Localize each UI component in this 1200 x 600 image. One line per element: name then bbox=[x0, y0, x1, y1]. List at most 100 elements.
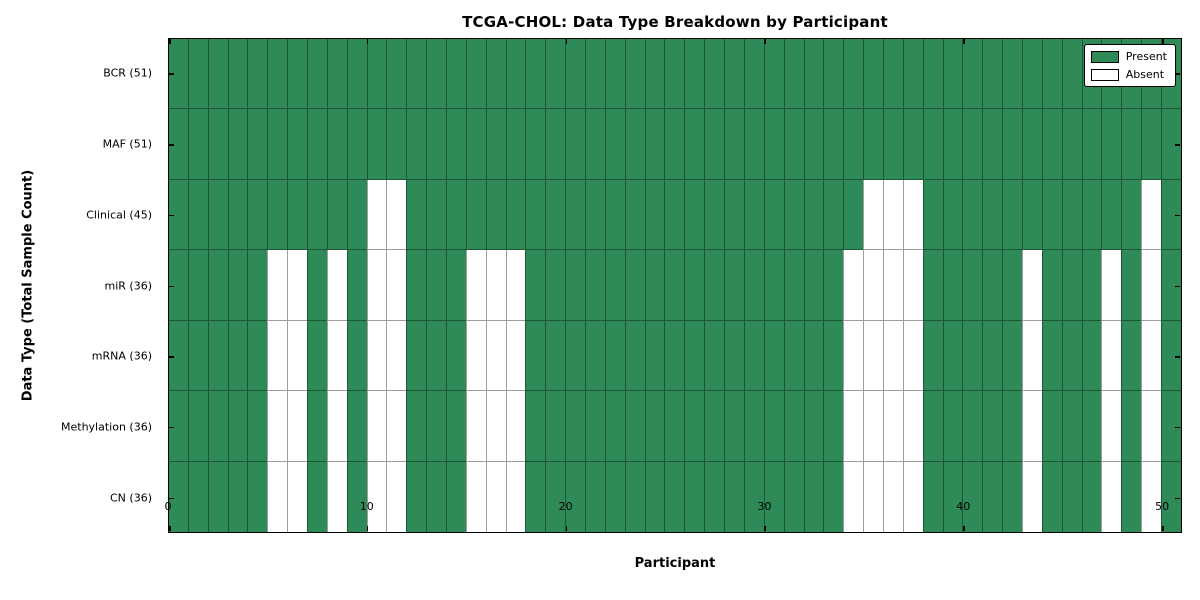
heatmap-cell-present bbox=[763, 179, 784, 251]
heatmap-cell-present bbox=[169, 250, 188, 321]
heatmap-cell-present bbox=[585, 179, 605, 251]
heatmap-cell-present bbox=[227, 39, 248, 110]
heatmap-cell-absent bbox=[465, 461, 486, 532]
heatmap-cell-present bbox=[624, 320, 645, 392]
heatmap-cell-present bbox=[684, 109, 705, 180]
heatmap-cell-present bbox=[942, 109, 963, 180]
heatmap-cell-present bbox=[664, 109, 685, 180]
heatmap-cell-present bbox=[1021, 179, 1042, 251]
axis-tick-mark bbox=[565, 526, 568, 531]
heatmap-cell-present bbox=[962, 179, 983, 251]
heatmap-cell-present bbox=[783, 320, 804, 392]
heatmap-cell-present bbox=[1041, 179, 1062, 251]
heatmap-grid bbox=[169, 39, 1181, 532]
heatmap-cell-present bbox=[1061, 391, 1082, 462]
heatmap-cell-present bbox=[803, 461, 824, 532]
axis-tick-mark bbox=[764, 39, 766, 44]
heatmap-cell-present bbox=[942, 320, 963, 392]
heatmap-cell-present bbox=[783, 39, 804, 110]
y-axis-label: Data Type (Total Sample Count) bbox=[20, 169, 36, 402]
x-tick-label: 50 bbox=[1155, 500, 1170, 513]
heatmap-cell-present bbox=[207, 179, 228, 251]
heatmap-cell-present bbox=[207, 109, 228, 180]
heatmap-cell-absent bbox=[366, 320, 387, 392]
axis-tick-mark bbox=[1175, 214, 1180, 217]
heatmap-cell-absent bbox=[386, 461, 407, 532]
heatmap-cell-present bbox=[169, 179, 188, 251]
heatmap-cell-present bbox=[287, 179, 308, 251]
heatmap-cell-present bbox=[644, 250, 665, 321]
x-tick-label: 30 bbox=[757, 500, 772, 513]
axis-tick-mark bbox=[169, 214, 174, 217]
heatmap-cell-present bbox=[525, 179, 546, 251]
heatmap-cell-absent bbox=[902, 461, 923, 532]
axis-tick-mark bbox=[169, 144, 174, 146]
heatmap-cell-present bbox=[545, 320, 566, 392]
heatmap-cell-present bbox=[604, 320, 625, 392]
chart-title: TCGA-CHOL: Data Type Breakdown by Partic… bbox=[462, 13, 888, 31]
heatmap-cell-absent bbox=[902, 391, 923, 462]
legend-entry: Absent bbox=[1090, 68, 1167, 81]
heatmap-cell-present bbox=[307, 391, 327, 462]
heatmap-cell-present bbox=[307, 109, 327, 180]
heatmap-cell-present bbox=[1041, 250, 1062, 321]
axis-tick-mark bbox=[169, 426, 174, 429]
heatmap-cell-present bbox=[446, 179, 466, 251]
heatmap-cell-present bbox=[446, 461, 466, 532]
legend-label: Present bbox=[1125, 50, 1167, 63]
heatmap-cell-present bbox=[525, 250, 546, 321]
heatmap-cell-present bbox=[565, 179, 586, 251]
heatmap-row bbox=[169, 250, 1181, 321]
heatmap-cell-present bbox=[962, 39, 983, 110]
heatmap-cell-present bbox=[1160, 461, 1181, 532]
heatmap-cell-present bbox=[187, 39, 208, 110]
heatmap-cell-present bbox=[326, 179, 347, 251]
heatmap-cell-present bbox=[1061, 250, 1082, 321]
heatmap-cell-present bbox=[426, 39, 447, 110]
heatmap-cell-present bbox=[1041, 39, 1062, 110]
heatmap-cell-present bbox=[585, 109, 605, 180]
heatmap-cell-present bbox=[326, 109, 347, 180]
heatmap-cell-present bbox=[366, 39, 387, 110]
heatmap-cell-absent bbox=[1021, 250, 1042, 321]
heatmap-cell-absent bbox=[505, 250, 526, 321]
heatmap-cell-absent bbox=[843, 250, 864, 321]
heatmap-cell-present bbox=[406, 179, 427, 251]
heatmap-cell-present bbox=[1121, 391, 1142, 462]
heatmap-cell-present bbox=[525, 461, 546, 532]
heatmap-cell-absent bbox=[505, 320, 526, 392]
heatmap-cell-present bbox=[922, 320, 943, 392]
heatmap-row bbox=[169, 391, 1181, 462]
heatmap-cell-present bbox=[585, 320, 605, 392]
heatmap-cell-absent bbox=[1021, 391, 1042, 462]
heatmap-cell-present bbox=[525, 320, 546, 392]
heatmap-cell-absent bbox=[1141, 179, 1161, 251]
heatmap-cell-present bbox=[724, 39, 744, 110]
heatmap-cell-absent bbox=[863, 461, 883, 532]
y-tick-label: Methylation (36) bbox=[61, 420, 152, 434]
heatmap-cell-absent bbox=[1141, 250, 1161, 321]
heatmap-cell-present bbox=[763, 109, 784, 180]
heatmap-cell-present bbox=[346, 250, 367, 321]
heatmap-cell-present bbox=[525, 391, 546, 462]
heatmap-cell-present bbox=[664, 179, 685, 251]
heatmap-cell-present bbox=[724, 391, 744, 462]
heatmap-cell-present bbox=[902, 109, 923, 180]
heatmap-cell-absent bbox=[1141, 320, 1161, 392]
heatmap-cell-absent bbox=[863, 250, 883, 321]
heatmap-cell-present bbox=[386, 109, 407, 180]
heatmap-cell-absent bbox=[465, 250, 486, 321]
heatmap-cell-absent bbox=[843, 391, 864, 462]
heatmap-cell-present bbox=[465, 39, 486, 110]
heatmap-cell-present bbox=[684, 320, 705, 392]
heatmap-cell-absent bbox=[287, 250, 308, 321]
heatmap-cell-present bbox=[1002, 179, 1022, 251]
heatmap-cell-present bbox=[307, 250, 327, 321]
heatmap-row bbox=[169, 109, 1181, 180]
heatmap-cell-present bbox=[942, 179, 963, 251]
heatmap-cell-absent bbox=[1101, 320, 1122, 392]
x-tick-label: 20 bbox=[558, 500, 573, 513]
heatmap-cell-present bbox=[287, 39, 308, 110]
heatmap-cell-present bbox=[406, 39, 427, 110]
